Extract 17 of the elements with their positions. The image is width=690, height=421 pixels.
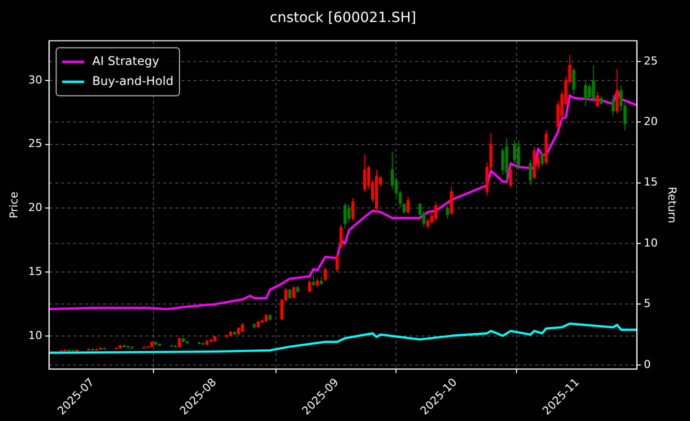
y-tick-label: 30 — [28, 73, 42, 86]
y-tick-label: 25 — [28, 137, 42, 150]
y-tick-label: 15 — [28, 264, 42, 278]
y2-tick-label: 0 — [644, 358, 651, 371]
legend-label: Buy-and-Hold — [92, 74, 174, 88]
y2-tick-label: 15 — [644, 176, 658, 189]
chart-title: cnstock [600021.SH] — [270, 10, 416, 26]
y2-tick-label: 20 — [644, 114, 658, 128]
candlestick — [252, 322, 256, 329]
y2-tick-label: 5 — [644, 297, 651, 310]
y2-axis-title: Return — [666, 186, 679, 224]
y-axis-title: Price — [7, 191, 20, 218]
y2-tick-label: 10 — [644, 236, 658, 250]
y-tick-label: 20 — [28, 201, 42, 214]
y-tick-label: 10 — [28, 328, 42, 342]
legend-label: AI Strategy — [92, 54, 160, 68]
y2-tick-label: 25 — [644, 54, 658, 68]
